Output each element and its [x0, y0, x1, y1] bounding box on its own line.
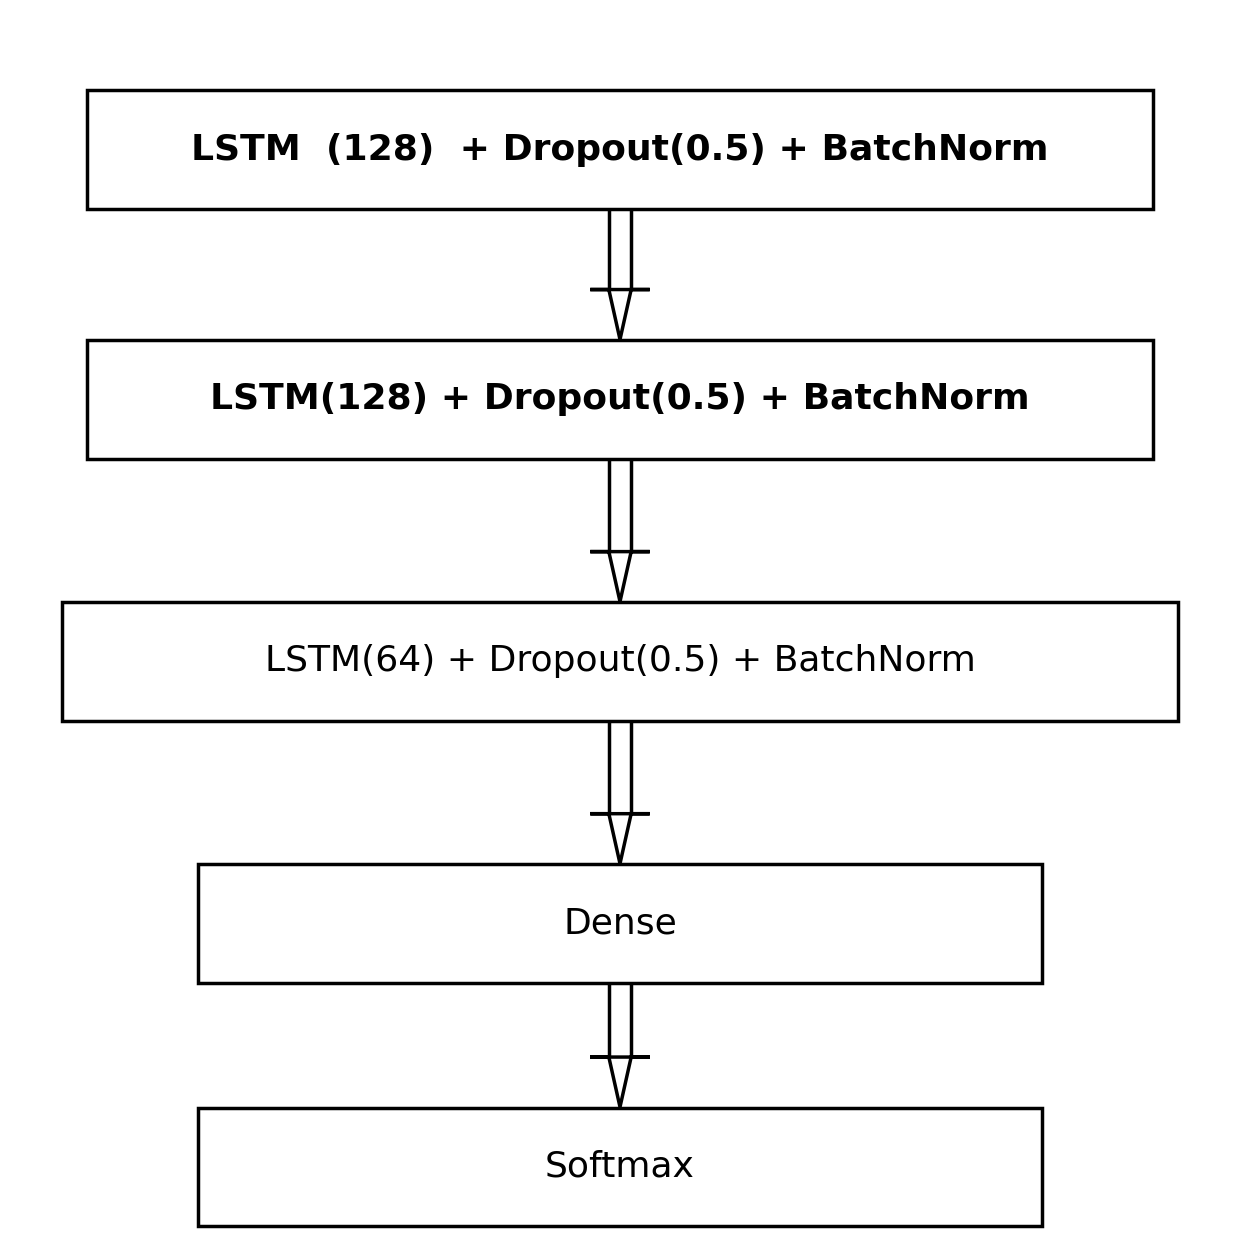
- Polygon shape: [590, 814, 650, 864]
- Bar: [87, 339, 1153, 458]
- Bar: [62, 603, 1178, 721]
- Bar: [198, 864, 1042, 983]
- Polygon shape: [590, 290, 650, 339]
- Text: LSTM(128) + Dropout(0.5) + BatchNorm: LSTM(128) + Dropout(0.5) + BatchNorm: [211, 382, 1029, 417]
- Bar: [198, 1108, 1042, 1226]
- Text: Softmax: Softmax: [546, 1149, 694, 1184]
- Text: Dense: Dense: [563, 906, 677, 941]
- Text: LSTM(64) + Dropout(0.5) + BatchNorm: LSTM(64) + Dropout(0.5) + BatchNorm: [264, 644, 976, 679]
- Text: LSTM  (128)  + Dropout(0.5) + BatchNorm: LSTM (128) + Dropout(0.5) + BatchNorm: [191, 132, 1049, 167]
- Bar: [87, 91, 1153, 208]
- Polygon shape: [590, 1057, 650, 1107]
- Polygon shape: [590, 552, 650, 602]
